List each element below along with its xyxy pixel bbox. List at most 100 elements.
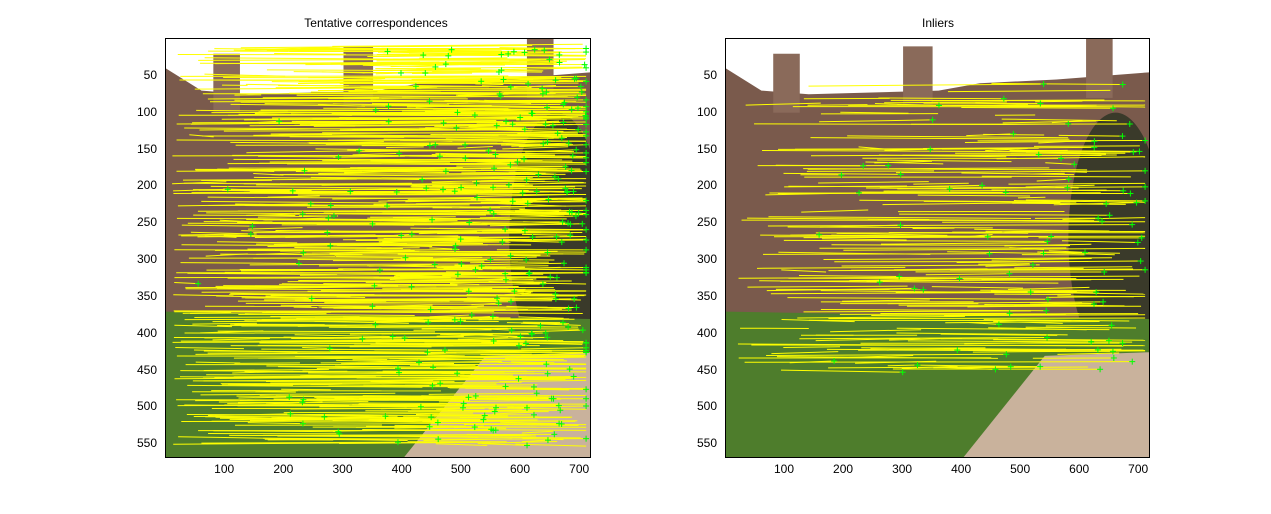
match-line	[232, 154, 440, 157]
match-line	[807, 104, 868, 106]
match-line	[867, 218, 1103, 222]
y-tick-label: 450	[136, 362, 157, 377]
match-line	[387, 198, 587, 202]
x-tick-label: 600	[1069, 462, 1090, 476]
match-line	[208, 204, 470, 206]
match-line	[207, 97, 380, 100]
y-tick-label: 250	[696, 215, 717, 230]
match-line	[431, 179, 527, 183]
match-line	[180, 376, 519, 380]
match-line	[238, 396, 290, 399]
match-line	[217, 241, 298, 244]
match-line	[359, 403, 440, 406]
match-line	[522, 437, 564, 441]
match-line	[818, 181, 929, 184]
match-line	[340, 63, 446, 66]
match-line	[411, 185, 462, 189]
axes-inliers[interactable]	[725, 38, 1150, 458]
match-line	[298, 279, 506, 281]
match-line	[961, 107, 1114, 109]
match-line	[985, 147, 1028, 152]
match-line	[993, 338, 1146, 341]
match-line	[1029, 291, 1146, 295]
match-line	[240, 45, 533, 49]
match-line	[745, 102, 821, 106]
match-line	[190, 123, 248, 125]
y-tick-label: 50	[143, 67, 157, 82]
match-line	[373, 319, 455, 323]
match-line	[436, 272, 587, 275]
match-line	[177, 404, 350, 407]
x-tick-label: 200	[833, 462, 854, 476]
match-line	[1029, 302, 1093, 305]
match-line	[481, 443, 528, 446]
match-line	[505, 47, 587, 50]
match-line	[1004, 229, 1064, 233]
match-line	[823, 257, 1113, 261]
match-line	[348, 91, 441, 93]
match-line	[419, 57, 550, 60]
match-line	[511, 182, 587, 185]
match-line	[361, 363, 455, 365]
match-line	[431, 152, 587, 156]
match-line	[234, 188, 582, 191]
match-line	[477, 194, 571, 197]
match-line	[942, 221, 1146, 223]
match-line	[808, 83, 1044, 87]
match-line	[1057, 295, 1134, 298]
match-line	[329, 253, 363, 255]
match-line	[203, 368, 329, 372]
match-line	[768, 216, 1031, 220]
match-line	[495, 101, 532, 104]
match-line	[240, 100, 430, 103]
match-line	[447, 305, 484, 308]
match-line	[174, 276, 379, 279]
match-line	[294, 335, 464, 339]
match-line	[270, 381, 522, 384]
match-line	[807, 167, 1050, 170]
match-line	[521, 347, 587, 350]
match-line	[212, 338, 270, 341]
match-line	[386, 146, 424, 148]
match-line	[797, 315, 965, 319]
match-line	[505, 356, 587, 359]
y-tick-label: 250	[136, 215, 157, 230]
match-line	[357, 167, 495, 171]
match-line	[481, 205, 587, 208]
match-line	[799, 337, 1048, 340]
match-line	[338, 192, 523, 196]
y-tick-label: 100	[136, 104, 157, 119]
match-line	[923, 146, 1095, 150]
match-line	[262, 96, 467, 99]
match-line	[826, 348, 1146, 351]
match-line	[493, 189, 574, 193]
match-line	[882, 201, 1061, 206]
match-line	[310, 91, 543, 95]
match-line	[1045, 162, 1075, 165]
match-line	[394, 426, 475, 429]
match-line	[507, 405, 587, 408]
match-line	[841, 264, 1040, 267]
match-line	[313, 124, 587, 127]
match-line	[278, 133, 418, 137]
match-line	[803, 310, 1032, 313]
match-line	[430, 428, 587, 431]
match-line	[426, 354, 465, 357]
match-line	[776, 356, 998, 359]
match-line	[762, 150, 1134, 153]
y-tick-label: 150	[696, 141, 717, 156]
match-line	[757, 266, 906, 269]
y-tick-label: 200	[696, 178, 717, 193]
match-line	[210, 185, 427, 189]
match-line	[205, 253, 248, 257]
match-line	[787, 297, 1048, 300]
match-line	[771, 351, 839, 355]
match-line	[855, 360, 937, 364]
match-line	[367, 265, 506, 269]
match-line	[296, 94, 578, 98]
match-line	[521, 439, 548, 443]
match-line	[296, 120, 497, 123]
axes-tentative[interactable]	[165, 38, 591, 458]
match-line	[784, 185, 908, 188]
match-line	[244, 313, 415, 316]
